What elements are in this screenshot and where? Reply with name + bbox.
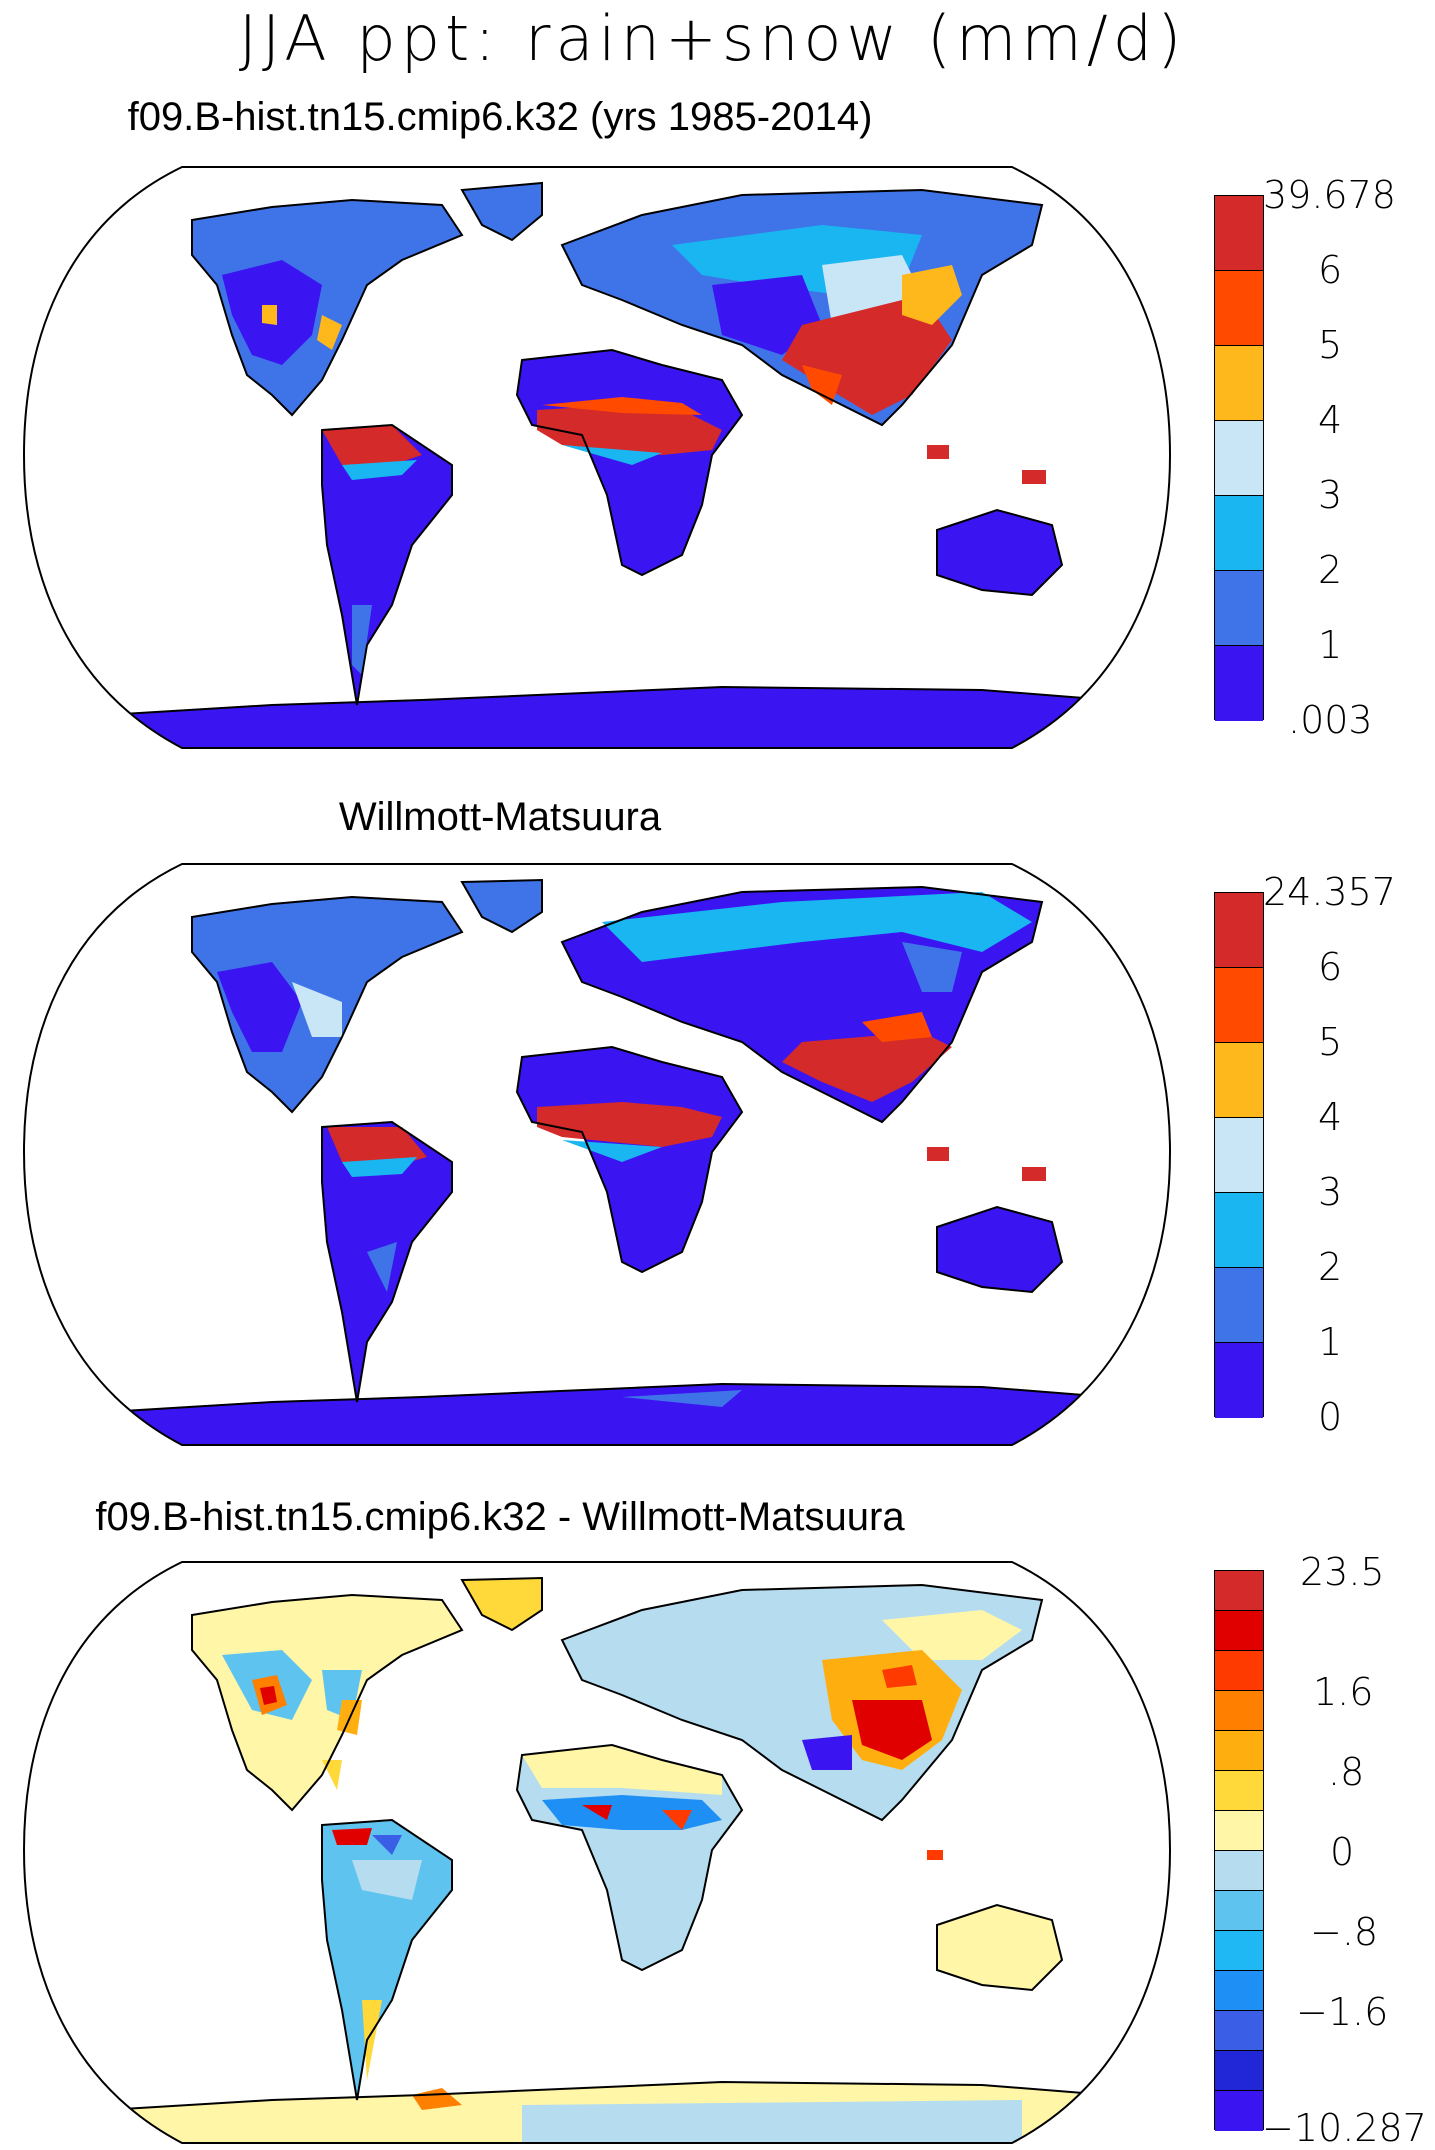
colorbar-swatch: [1215, 1611, 1263, 1651]
colorbar-tick-label: 6: [1318, 945, 1343, 989]
panel-2-title: Willmott-Matsuura: [338, 795, 662, 839]
colorbar-swatch: [1215, 421, 1263, 496]
colorbar-swatch: [1215, 496, 1263, 571]
panel-1-colorbar: [1214, 195, 1264, 721]
colorbar-tick-label: −1.6: [1296, 1990, 1389, 2034]
colorbar-tick-label: .8: [1328, 1750, 1365, 1794]
colorbar-swatch: [1215, 1771, 1263, 1811]
colorbar-swatch: [1215, 1043, 1263, 1118]
colorbar-tick-label: 23.5: [1300, 1550, 1385, 1594]
colorbar-tick-label: .003: [1288, 698, 1373, 742]
panel-3-map: [22, 1561, 1172, 2144]
colorbar-tick-label: 39.678: [1263, 173, 1396, 217]
colorbar-tick-label: 4: [1318, 398, 1343, 442]
panel-2-colorbar: [1214, 892, 1264, 1418]
colorbar-swatch: [1215, 1268, 1263, 1343]
colorbar-swatch: [1215, 1891, 1263, 1931]
colorbar-swatch: [1215, 346, 1263, 421]
colorbar-tick-label: 3: [1318, 473, 1343, 517]
colorbar-tick-label: 1.6: [1313, 1670, 1374, 1714]
colorbar-swatch: [1215, 2051, 1263, 2091]
colorbar-tick-label: 2: [1318, 1245, 1343, 1289]
panel-2-map: [22, 863, 1172, 1446]
colorbar-tick-label: 0: [1330, 1830, 1355, 1874]
colorbar-swatch: [1215, 1571, 1263, 1611]
colorbar-tick-label: 0: [1318, 1395, 1343, 1439]
colorbar-tick-label: −.8: [1310, 1910, 1379, 1954]
panel-1-map: [22, 166, 1172, 749]
colorbar-tick-label: 5: [1318, 323, 1343, 367]
colorbar-tick-label: 6: [1318, 248, 1343, 292]
panel-3-colorbar: [1214, 1570, 1264, 2131]
colorbar-tick-label: 2: [1318, 548, 1343, 592]
colorbar-swatch: [1215, 1731, 1263, 1771]
colorbar-swatch: [1215, 2011, 1263, 2051]
colorbar-tick-label: 1: [1318, 1320, 1343, 1364]
main-title: JJA ppt: rain+snow (mm/d): [238, 2, 1187, 75]
colorbar-swatch: [1215, 1193, 1263, 1268]
colorbar-swatch: [1215, 1343, 1263, 1418]
colorbar-swatch: [1215, 1971, 1263, 2011]
colorbar-swatch: [1215, 1691, 1263, 1731]
colorbar-tick-label: 1: [1318, 623, 1343, 667]
colorbar-swatch: [1215, 1651, 1263, 1691]
colorbar-tick-label: 24.357: [1263, 870, 1396, 914]
colorbar-swatch: [1215, 571, 1263, 646]
colorbar-swatch: [1215, 196, 1263, 271]
colorbar-swatch: [1215, 893, 1263, 968]
panel-3-title: f09.B-hist.tn15.cmip6.k32 - Willmott-Mat…: [95, 1495, 905, 1539]
colorbar-swatch: [1215, 2091, 1263, 2131]
colorbar-tick-label: 4: [1318, 1095, 1343, 1139]
colorbar-swatch: [1215, 1851, 1263, 1891]
colorbar-swatch: [1215, 968, 1263, 1043]
colorbar-tick-label: 3: [1318, 1170, 1343, 1214]
colorbar-swatch: [1215, 1811, 1263, 1851]
panel-1-title: f09.B-hist.tn15.cmip6.k32 (yrs 1985-2014…: [127, 95, 873, 139]
colorbar-swatch: [1215, 271, 1263, 346]
colorbar-swatch: [1215, 646, 1263, 721]
colorbar-swatch: [1215, 1118, 1263, 1193]
colorbar-swatch: [1215, 1931, 1263, 1971]
colorbar-tick-label: −10.287: [1262, 2106, 1427, 2150]
colorbar-tick-label: 5: [1318, 1020, 1343, 1064]
